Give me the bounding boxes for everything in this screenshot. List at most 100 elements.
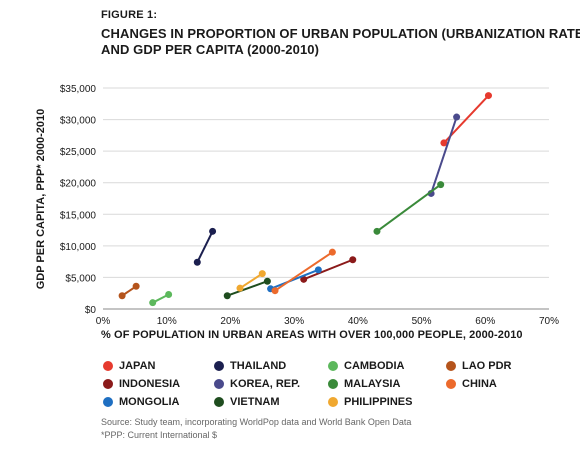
legend-marker-icon [446,361,456,371]
legend-marker-icon [214,397,224,407]
x-tick-label: 10% [157,316,177,327]
x-axis-label: % OF POPULATION IN URBAN AREAS WITH OVER… [101,329,523,341]
data-point [349,256,357,264]
y-tick-label: $15,000 [60,210,97,221]
data-point [271,287,279,295]
data-point [484,92,492,100]
series-line [226,280,268,297]
legend: JAPAN THAILAND CAMBODIA LAO PDR INDONESIA KOR… [103,358,563,412]
data-point [453,113,461,121]
data-point [193,258,201,266]
legend-marker-icon [214,361,224,371]
x-tick-label: 20% [220,316,240,327]
legend-item: THAILAND [214,358,286,374]
legend-label: JAPAN [119,360,156,372]
y-tick-label: $0 [85,305,97,316]
data-point [223,292,231,300]
source-note: Source: Study team, incorporating WorldP… [101,417,412,427]
legend-item: MALAYSIA [328,376,400,392]
data-series [118,92,492,307]
legend-marker-icon [214,379,224,389]
data-point [149,299,157,307]
series-philippines [236,270,266,292]
y-axis-label: GDP PER CAPITA, PPP* 2000-2010 [35,109,47,290]
legend-label: CHINA [462,378,497,390]
series-line [303,258,354,281]
legend-item: KOREA, REP. [214,376,300,392]
y-tick-label: $25,000 [60,147,97,158]
legend-label: PHILIPPINES [344,396,413,408]
y-axis-ticks: $0 $5,000 $10,000 $15,000 $20,000 $25,000 $30,… [60,84,97,316]
x-axis-ticks: 0% 10% 20% 30% 40% 50% 60% 70% [96,316,559,327]
legend-label: MONGOLIA [119,396,180,408]
ppp-note: *PPP: Current International $ [101,430,218,440]
y-tick-label: $20,000 [60,179,97,190]
series-cambodia [149,290,173,307]
legend-item: VIETNAM [214,394,280,410]
data-point [263,277,271,285]
data-point [300,275,308,283]
series-vietnam [223,277,271,300]
y-tick-label: $30,000 [60,116,97,127]
x-tick-label: 60% [475,316,495,327]
x-tick-label: 50% [412,316,432,327]
data-point [165,290,173,298]
data-point [440,139,448,147]
data-point [328,248,336,256]
chart-title-line-2: AND GDP PER CAPITA (2000-2010) [101,42,320,57]
legend-label: MALAYSIA [344,378,401,390]
scatter-line-chart: $0 $5,000 $10,000 $15,000 $20,000 $25,000 $30,… [35,84,559,327]
series-line [274,251,333,292]
data-point [314,266,322,274]
series-indonesia [300,256,357,283]
data-point [118,292,126,300]
legend-marker-icon [328,397,338,407]
series-thailand [193,227,217,266]
legend-label: CAMBODIA [344,360,405,372]
gridlines [103,87,549,278]
figure-label: FIGURE 1: [101,9,158,21]
legend-item: MONGOLIA [103,394,180,410]
legend-marker-icon [103,397,113,407]
x-tick-label: 70% [539,316,559,327]
legend-item: JAPAN [103,358,155,374]
data-point [373,227,381,235]
legend-label: LAO PDR [462,360,512,372]
legend-item: CHINA [446,376,497,392]
series-line [239,272,263,290]
legend-marker-icon [103,379,113,389]
series-line [430,116,458,194]
chart-title-line-1: CHANGES IN PROPORTION OF URBAN POPULATIO… [101,26,580,41]
legend-marker-icon [103,361,113,371]
data-point [209,227,217,235]
data-point [236,284,244,292]
series-china [271,248,336,295]
legend-label: KOREA, REP. [230,378,301,390]
legend-marker-icon [446,379,456,389]
series-malaysia [373,181,445,235]
series-lao-pdr [118,282,140,300]
y-tick-label: $35,000 [60,84,97,95]
data-point [437,181,445,189]
legend-label: THAILAND [230,360,287,372]
legend-item: PHILIPPINES [328,394,412,410]
data-point [132,282,140,290]
legend-item: INDONESIA [103,376,180,392]
series-mongolia [267,266,322,293]
data-point [258,270,266,278]
series-korea-rep [427,113,461,197]
x-tick-label: 30% [284,316,304,327]
legend-marker-icon [328,379,338,389]
legend-label: INDONESIA [119,378,181,390]
y-tick-label: $5,000 [65,273,96,284]
legend-marker-icon [328,361,338,371]
series-line [376,183,442,233]
y-tick-label: $10,000 [60,242,97,253]
legend-item: LAO PDR [446,358,512,374]
legend-label: VIETNAM [230,396,280,408]
legend-item: CAMBODIA [328,358,405,374]
x-tick-label: 0% [96,316,111,327]
x-tick-label: 40% [348,316,368,327]
series-line [270,268,319,290]
series-line [196,230,214,263]
